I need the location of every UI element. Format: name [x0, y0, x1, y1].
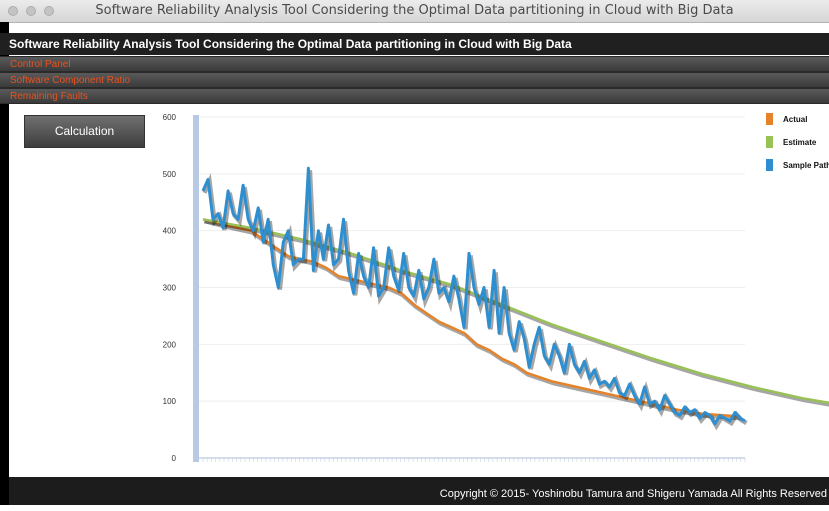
panel-remaining-faults[interactable]: Remaining Faults	[0, 88, 829, 104]
window-title: Software Reliability Analysis Tool Consi…	[0, 3, 829, 18]
panel-software-component-ratio[interactable]: Software Component Ratio	[0, 72, 829, 88]
remaining-faults-content	[9, 104, 829, 476]
app-header: Software Reliability Analysis Tool Consi…	[0, 33, 829, 55]
window-titlebar: Software Reliability Analysis Tool Consi…	[0, 0, 829, 23]
footer-copyright: Copyright © 2015- Yoshinobu Tamura and S…	[9, 477, 829, 505]
calculation-button[interactable]: Calculation	[24, 115, 145, 148]
panel-control-panel[interactable]: Control Panel	[0, 56, 829, 72]
